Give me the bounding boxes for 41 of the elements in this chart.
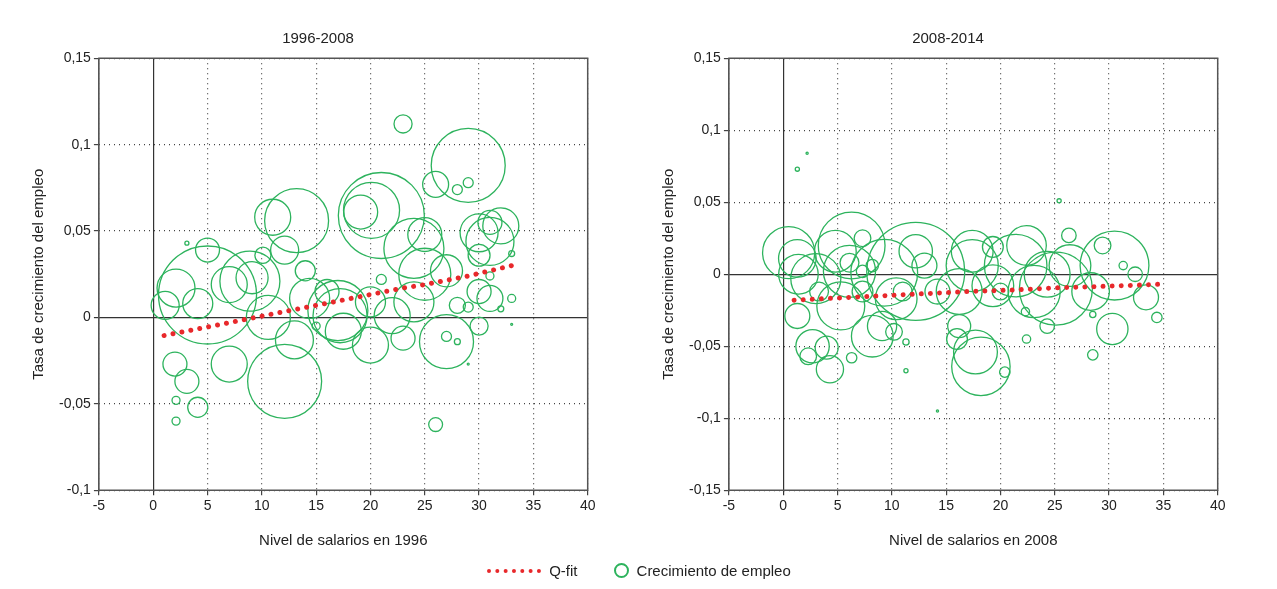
x-tick-label: 15 — [308, 497, 325, 514]
x-tick-label: 15 — [938, 497, 955, 514]
y-tick-label: 0,15 — [63, 49, 92, 66]
x-tick-label: 0 — [779, 497, 788, 514]
y-tick-label: -0,05 — [688, 337, 722, 354]
y-tick-label: 0,05 — [693, 193, 722, 210]
x-tick-label: 5 — [833, 497, 842, 514]
x-tick-label: 0 — [149, 497, 158, 514]
x-tick-label: 25 — [1046, 497, 1063, 514]
x-tick-label: 30 — [471, 497, 488, 514]
y-tick-label: -0,15 — [688, 481, 722, 498]
x-tick-label: 20 — [992, 497, 1009, 514]
legend-label: Q-fit — [549, 562, 578, 579]
y-tick-label: 0,1 — [71, 135, 92, 152]
y-tick-label: 0,15 — [693, 49, 722, 66]
x-tick-label: 30 — [1101, 497, 1118, 514]
y-tick-label: 0 — [83, 308, 92, 325]
y-tick-label: -0,1 — [66, 481, 92, 498]
chart-title: 1996-2008 — [282, 29, 354, 47]
y-tick-label: -0,1 — [696, 409, 722, 426]
x-tick-label: -5 — [722, 497, 736, 514]
x-tick-label: 35 — [1155, 497, 1172, 514]
x-tick-label: 5 — [203, 497, 212, 514]
x-axis-title: Nivel de salarios en 2008 — [889, 531, 1058, 549]
y-axis-title: Tasa de crecimiento del empleo — [659, 168, 677, 380]
x-tick-label: 10 — [254, 497, 270, 514]
x-tick-label: 40 — [579, 497, 596, 514]
y-tick-label: 0 — [713, 265, 722, 282]
x-tick-label: 35 — [525, 497, 542, 514]
x-tick-label: 40 — [1209, 497, 1226, 514]
x-tick-label: 25 — [416, 497, 433, 514]
x-tick-label: 10 — [884, 497, 900, 514]
chart-title: 2008-2014 — [912, 29, 984, 47]
y-tick-label: -0,05 — [58, 394, 92, 411]
x-axis-title: Nivel de salarios en 1996 — [259, 531, 428, 549]
x-tick-label: -5 — [92, 497, 106, 514]
y-axis-title: Tasa de crecimiento del empleo — [29, 168, 47, 380]
y-tick-label: 0,05 — [63, 221, 92, 238]
y-tick-label: 0,1 — [701, 121, 722, 138]
legend-label: Crecimiento de empleo — [636, 562, 791, 579]
x-tick-label: 20 — [362, 497, 379, 514]
